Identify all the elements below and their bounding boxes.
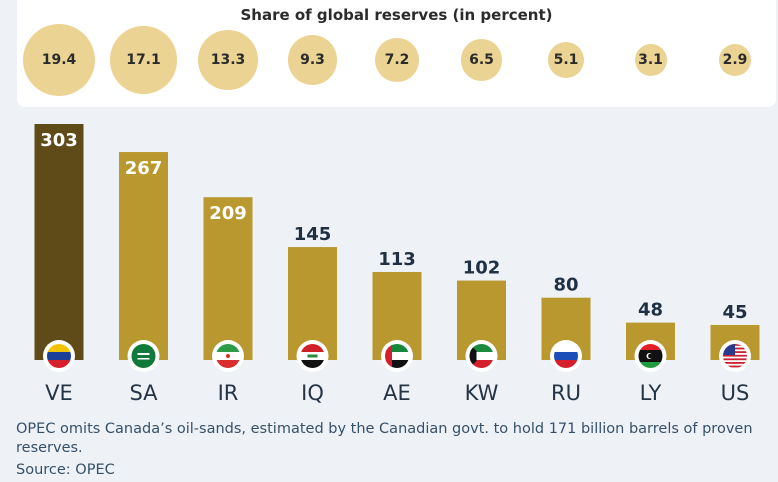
share-bubble-us: 2.9: [719, 44, 751, 76]
uae-flag-icon: [385, 344, 409, 368]
bar-value-label-ve: 303: [40, 130, 78, 151]
bar-value-label-kw: 102: [463, 258, 501, 279]
usa-flag-icon: [723, 344, 747, 368]
bar-ir: [203, 197, 253, 360]
kuwait-flag-icon: [469, 344, 494, 368]
share-bubble-kw: 6.5: [460, 39, 503, 81]
category-label-ir: IR: [218, 381, 239, 405]
category-label-kw: KW: [465, 381, 499, 405]
category-label-ve: VE: [45, 381, 73, 405]
iraq-flag-icon: [300, 344, 325, 368]
share-panel-title: Share of global reserves (in percent): [240, 6, 553, 24]
share-bubble-ly: 3.1: [634, 44, 667, 76]
category-label-iq: IQ: [301, 381, 324, 405]
footnote: OPEC omits Canada’s oil-sands, estimated…: [16, 421, 753, 456]
share-bubble-ir: 13.3: [198, 30, 258, 90]
saudi-arabia-flag-icon: [131, 344, 156, 368]
category-label-ly: LY: [640, 381, 662, 405]
category-label-ru: RU: [551, 381, 581, 405]
category-label-sa: SA: [129, 381, 158, 405]
bar-value-label-ir: 209: [209, 203, 247, 224]
russia-flag-icon: [554, 344, 578, 368]
source-label: Source: OPEC: [16, 462, 115, 478]
share-bubble-ru: 5.1: [547, 41, 585, 79]
bar-ve: [34, 124, 84, 360]
share-bubble-sa: 17.1: [109, 26, 178, 94]
category-label-ae: AE: [383, 381, 411, 405]
bar-value-label-ru: 80: [553, 275, 578, 296]
bar-value-label-us: 45: [722, 302, 747, 323]
libya-flag-icon: [638, 344, 663, 368]
share-panel: Share of global reserves (in percent) 19…: [17, 0, 776, 107]
bar-sa: [119, 152, 168, 360]
category-label-us: US: [721, 381, 750, 405]
iran-flag-icon: [216, 344, 240, 368]
venezuela-flag-icon: [47, 344, 71, 368]
share-bubble-iq: 9.3: [287, 35, 338, 85]
bar-value-label-ae: 113: [378, 249, 416, 270]
share-bubble-ae: 7.2: [375, 38, 419, 82]
bar-value-label-ly: 48: [638, 300, 663, 321]
bar-value-label-sa: 267: [125, 158, 163, 179]
share-bubble-ve: 19.4: [23, 24, 95, 96]
bar-value-label-iq: 145: [294, 224, 332, 245]
bar-chart: 303 VE 267 SA 209 IR 145 IQ 113 AE 102 KW 80 RU 48 LY 45…: [34, 124, 760, 405]
